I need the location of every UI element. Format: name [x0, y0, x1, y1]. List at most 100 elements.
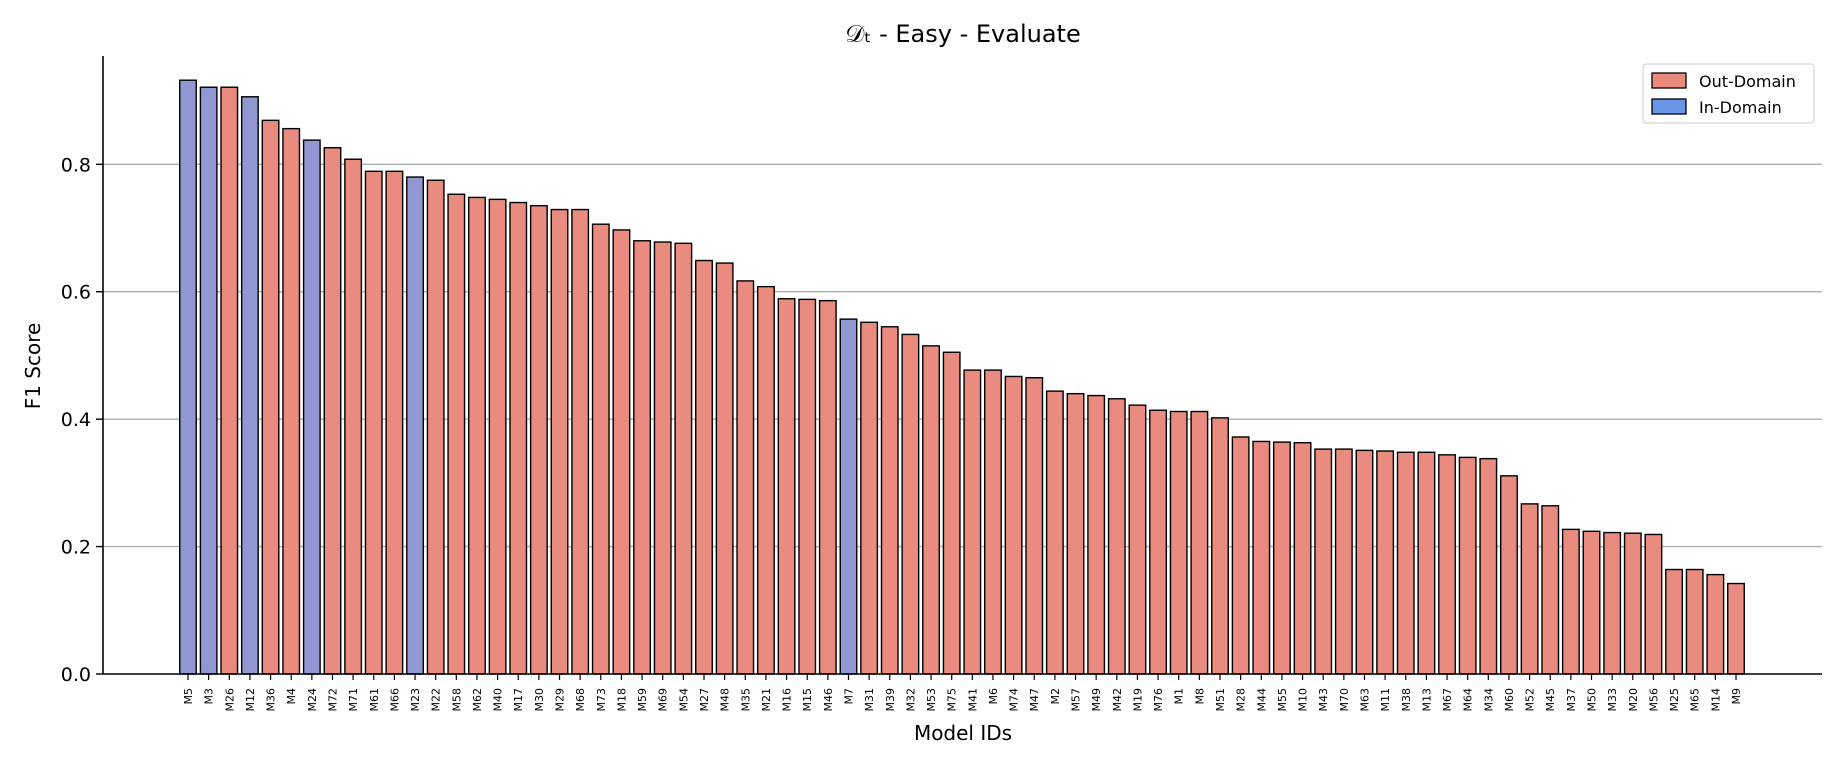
- bar-M72: [323, 147, 342, 675]
- bar-M17: [509, 201, 528, 675]
- bar-M27: [695, 259, 713, 675]
- x-tick-label: M51: [1214, 688, 1227, 712]
- x-tick-label: M24: [306, 688, 319, 712]
- bar-M12: [240, 96, 259, 675]
- bar-M45: [1541, 505, 1560, 675]
- x-tick-label: M63: [1358, 688, 1371, 712]
- bar-M58: [447, 193, 466, 675]
- x-tick-label: M36: [265, 688, 278, 712]
- bar-M71: [344, 158, 363, 675]
- y-axis-label: F1 Score: [21, 323, 45, 410]
- bar-M75: [942, 351, 961, 675]
- bar-M6: [984, 369, 1002, 675]
- bar-M1: [1169, 410, 1188, 675]
- bar-M74: [1004, 375, 1023, 675]
- y-tick-label: 0.0: [61, 664, 91, 686]
- bar-M22: [426, 179, 445, 675]
- x-tick-label: M48: [719, 688, 732, 712]
- x-tick-label: M30: [533, 688, 546, 712]
- bar-M9: [1727, 582, 1745, 675]
- x-tick-label: M29: [554, 688, 567, 712]
- x-tick-label: M53: [925, 688, 938, 712]
- bar-M28: [1231, 436, 1250, 675]
- x-tick-label: M72: [326, 688, 339, 712]
- bar-M36: [261, 119, 280, 675]
- x-tick-label: M66: [388, 688, 401, 712]
- legend-swatch-in-domain: [1651, 98, 1687, 115]
- x-tick-label: M8: [1193, 688, 1206, 705]
- bar-M18: [612, 229, 631, 675]
- bar-M16: [777, 298, 796, 675]
- x-tick-label: M16: [781, 688, 794, 712]
- x-tick-label: M1: [1173, 688, 1186, 705]
- x-tick-label: M44: [1255, 688, 1268, 712]
- y-tick-label: 0.6: [61, 282, 91, 304]
- x-axis-label: Model IDs: [914, 721, 1012, 745]
- bar-M57: [1066, 392, 1085, 675]
- x-tick-label: M9: [1730, 688, 1743, 705]
- x-tick-label: M28: [1235, 688, 1248, 712]
- x-tick-label: M10: [1297, 688, 1310, 712]
- bar-M4: [282, 127, 301, 675]
- x-tick-label: M69: [657, 688, 670, 712]
- x-tick-label: M64: [1462, 688, 1475, 712]
- x-tick-label: M32: [904, 688, 917, 712]
- bar-M69: [653, 241, 672, 675]
- bar-M24: [302, 139, 321, 675]
- x-tick-label: M14: [1709, 688, 1722, 712]
- bar-M3: [199, 86, 218, 675]
- bar-M42: [1107, 398, 1126, 675]
- x-tick-label: M74: [1008, 688, 1021, 712]
- x-tick-label: M22: [430, 688, 443, 712]
- bar-M19: [1128, 404, 1147, 675]
- x-tick-label: M42: [1111, 688, 1124, 712]
- bar-M70: [1334, 448, 1353, 675]
- bars: [179, 79, 1745, 675]
- x-tick-label: M40: [492, 688, 505, 712]
- y-tick-label: 0.4: [61, 409, 91, 431]
- x-tick-label: M19: [1131, 688, 1144, 712]
- bar-M44: [1252, 440, 1271, 675]
- bar-M7: [839, 318, 858, 675]
- x-tick-label: M41: [966, 688, 979, 712]
- y-tick-label: 0.2: [61, 537, 91, 559]
- bar-M15: [798, 298, 817, 675]
- axes: [102, 56, 1822, 675]
- legend-label-out-domain: Out-Domain: [1699, 72, 1796, 91]
- x-tick-label: M23: [409, 688, 422, 712]
- bar-M29: [550, 208, 569, 675]
- bar-M55: [1272, 441, 1291, 675]
- y-ticks: 0.0 0.2 0.4 0.6 0.8: [61, 154, 103, 686]
- x-tick-label: M68: [574, 688, 587, 712]
- x-tick-label: M71: [347, 688, 360, 712]
- x-tick-label: M5: [182, 688, 195, 705]
- x-tick-label: M6: [987, 688, 1000, 705]
- bar-M62: [468, 196, 486, 675]
- x-tick-label: M2: [1049, 688, 1062, 705]
- bar-M39: [880, 326, 899, 675]
- x-tick-label: M46: [822, 688, 835, 712]
- bar-M49: [1087, 394, 1106, 675]
- bar-M50: [1582, 530, 1601, 675]
- legend-swatch-out-domain: [1651, 72, 1687, 89]
- bar-M61: [364, 170, 383, 675]
- bar-M13: [1417, 451, 1436, 675]
- bar-M64: [1458, 456, 1477, 675]
- bar-M14: [1706, 573, 1725, 675]
- bar-M38: [1396, 451, 1415, 675]
- bar-M37: [1561, 528, 1580, 675]
- bar-M25: [1665, 568, 1684, 675]
- x-tick-label: M15: [801, 688, 814, 712]
- bar-M53: [922, 345, 940, 675]
- x-tick-label: M73: [595, 688, 608, 712]
- x-tick-label: M27: [698, 688, 711, 712]
- bar-M35: [736, 280, 755, 675]
- bar-M54: [674, 242, 693, 675]
- x-tick-label: M76: [1152, 688, 1165, 712]
- x-tick-label: M12: [244, 688, 257, 712]
- bar-M56: [1644, 533, 1663, 675]
- x-tick-label: M70: [1338, 688, 1351, 712]
- bar-M60: [1500, 475, 1518, 675]
- x-tick-label: M31: [863, 688, 876, 712]
